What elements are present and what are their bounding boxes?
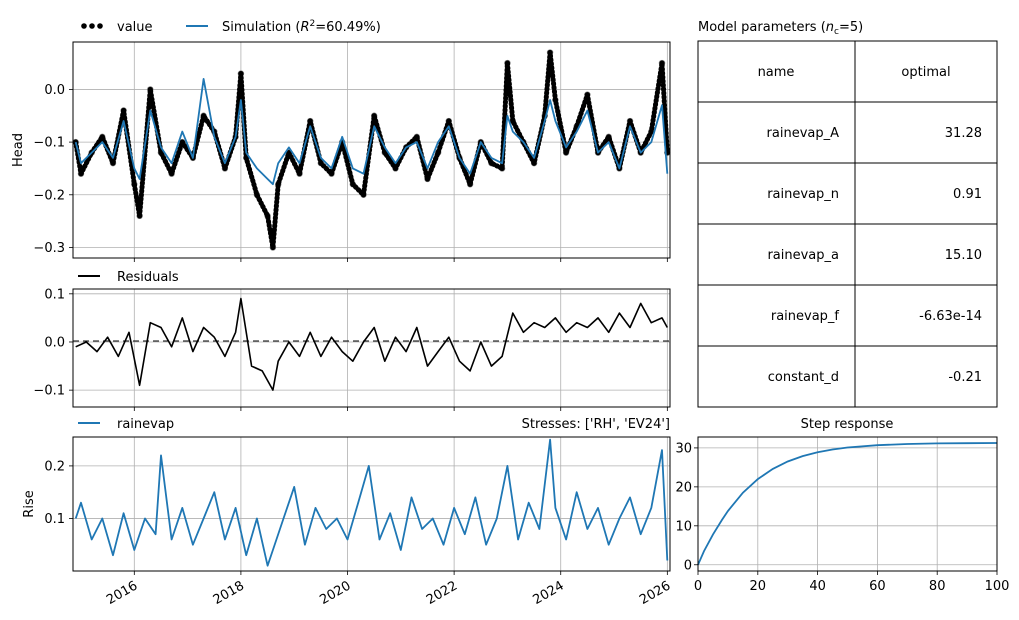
residuals-series-line — [75, 297, 669, 391]
x-tick-label: 2024 — [531, 578, 567, 608]
head-ytick-label: −0.1 — [33, 136, 65, 151]
step-response-title: Step response — [801, 417, 894, 432]
step-x-tick-label: 100 — [985, 579, 1010, 594]
residuals-line — [75, 297, 669, 391]
head-axes-frame — [72, 41, 671, 259]
stresses-panel: 0.1 0.2 2016 2018 2020 2022 2024 2026 Rise Str… — [22, 417, 673, 608]
table-row: constant_d -0.21 — [697, 345, 998, 408]
residuals-ytick-label: 0.1 — [44, 287, 65, 302]
x-tick-label: 2026 — [637, 578, 673, 608]
table-row: rainevap_n 0.91 — [697, 162, 998, 225]
x-tick-label: 2016 — [104, 578, 140, 608]
step-y-tick-label: 10 — [675, 519, 692, 534]
step-y-ticks: 0 10 20 30 — [675, 441, 698, 573]
head-legend: value Simulation (R2=60.49%) — [81, 19, 381, 35]
step-response-line — [697, 442, 998, 566]
table-title: Model parameters (nc=5) — [698, 20, 863, 37]
table-header-name: name — [758, 65, 795, 80]
param-value: 31.28 — [945, 126, 982, 141]
step-x-tick-label: 40 — [809, 579, 826, 594]
param-name: rainevap_A — [767, 126, 840, 141]
param-value: -6.63e-14 — [919, 309, 982, 324]
residuals-gridlines — [73, 289, 670, 411]
step-x-tick-label: 80 — [929, 579, 946, 594]
step-y-tick-label: 20 — [675, 480, 692, 495]
param-name: rainevap_a — [767, 248, 839, 263]
param-name: rainevap_n — [767, 187, 839, 202]
param-name: rainevap_f — [771, 309, 840, 324]
rainevap-line — [74, 438, 669, 567]
stresses-ytick-label: 0.2 — [44, 459, 65, 474]
head-y-ticks: −0.3 −0.2 −0.1 0.0 — [33, 83, 73, 256]
stresses-ylabel: Rise — [22, 490, 37, 517]
table-row: rainevap_f -6.63e-14 — [697, 284, 998, 347]
head-ytick-label: −0.2 — [33, 188, 65, 203]
stresses-ytick-label: 0.1 — [44, 512, 65, 527]
x-tick-label: 2018 — [211, 578, 247, 608]
table-header-optimal: optimal — [901, 65, 950, 80]
rainevap-series-line — [74, 438, 669, 567]
step-x-ticks: 0 20 40 60 80 100 — [694, 571, 1010, 594]
step-y-tick-label: 0 — [684, 558, 692, 573]
residuals-legend: Residuals — [78, 270, 179, 285]
step-x-tick-label: 0 — [694, 579, 702, 594]
simulation-series-line — [74, 78, 669, 186]
simulation-line — [74, 78, 669, 186]
head-ylabel: Head — [11, 133, 26, 167]
residuals-axes-frame — [72, 288, 671, 408]
param-value: 0.91 — [953, 187, 982, 202]
param-name: constant_d — [768, 370, 839, 385]
stresses-axes-frame — [72, 436, 671, 572]
head-panel: −0.3 −0.2 −0.1 0.0 Head value Simulation (R… — [11, 19, 671, 262]
param-value: -0.21 — [948, 370, 982, 385]
shared-x-ticks: 2016 2018 2020 2022 2024 2026 — [104, 578, 673, 608]
table-row: rainevap_A 31.28 — [697, 101, 998, 164]
table-row: rainevap_a 15.10 — [697, 223, 998, 286]
step-series-line — [697, 442, 998, 566]
x-tick-label: 2020 — [317, 578, 353, 608]
step-y-tick-label: 30 — [675, 441, 692, 456]
table-header-row: name optimal — [697, 40, 998, 103]
stresses-y-ticks: 0.1 0.2 — [44, 459, 73, 527]
step-response-panel: Step response 0 10 20 30 0 20 40 60 80 100 — [675, 417, 1009, 594]
head-ytick-label: 0.0 — [44, 83, 65, 98]
head-ytick-label: −0.3 — [33, 241, 65, 256]
residuals-ytick-label: −0.1 — [33, 384, 65, 399]
legend-simulation-label: Simulation (R2=60.49%) — [222, 19, 381, 35]
param-value: 15.10 — [945, 248, 982, 263]
step-x-tick-label: 60 — [869, 579, 886, 594]
residuals-panel: −0.1 0.0 0.1 Residuals — [33, 270, 671, 411]
parameters-table: Model parameters (nc=5) name optimal rai… — [697, 20, 998, 408]
legend-value-label: value — [117, 20, 153, 35]
legend-value-marker — [81, 23, 103, 29]
stresses-title: Stresses: ['RH', 'EV24'] — [522, 417, 670, 432]
x-tick-label: 2022 — [424, 578, 460, 608]
stresses-legend: rainevap — [78, 417, 174, 432]
step-gridlines — [697, 437, 998, 571]
residuals-ytick-label: 0.0 — [44, 335, 65, 350]
step-axes-frame — [697, 436, 998, 572]
residuals-y-ticks: −0.1 0.0 0.1 — [33, 287, 73, 399]
legend-rainevap-label: rainevap — [117, 417, 174, 432]
legend-residuals-label: Residuals — [117, 270, 179, 285]
step-x-tick-label: 20 — [750, 579, 767, 594]
observed-trace — [73, 50, 670, 250]
